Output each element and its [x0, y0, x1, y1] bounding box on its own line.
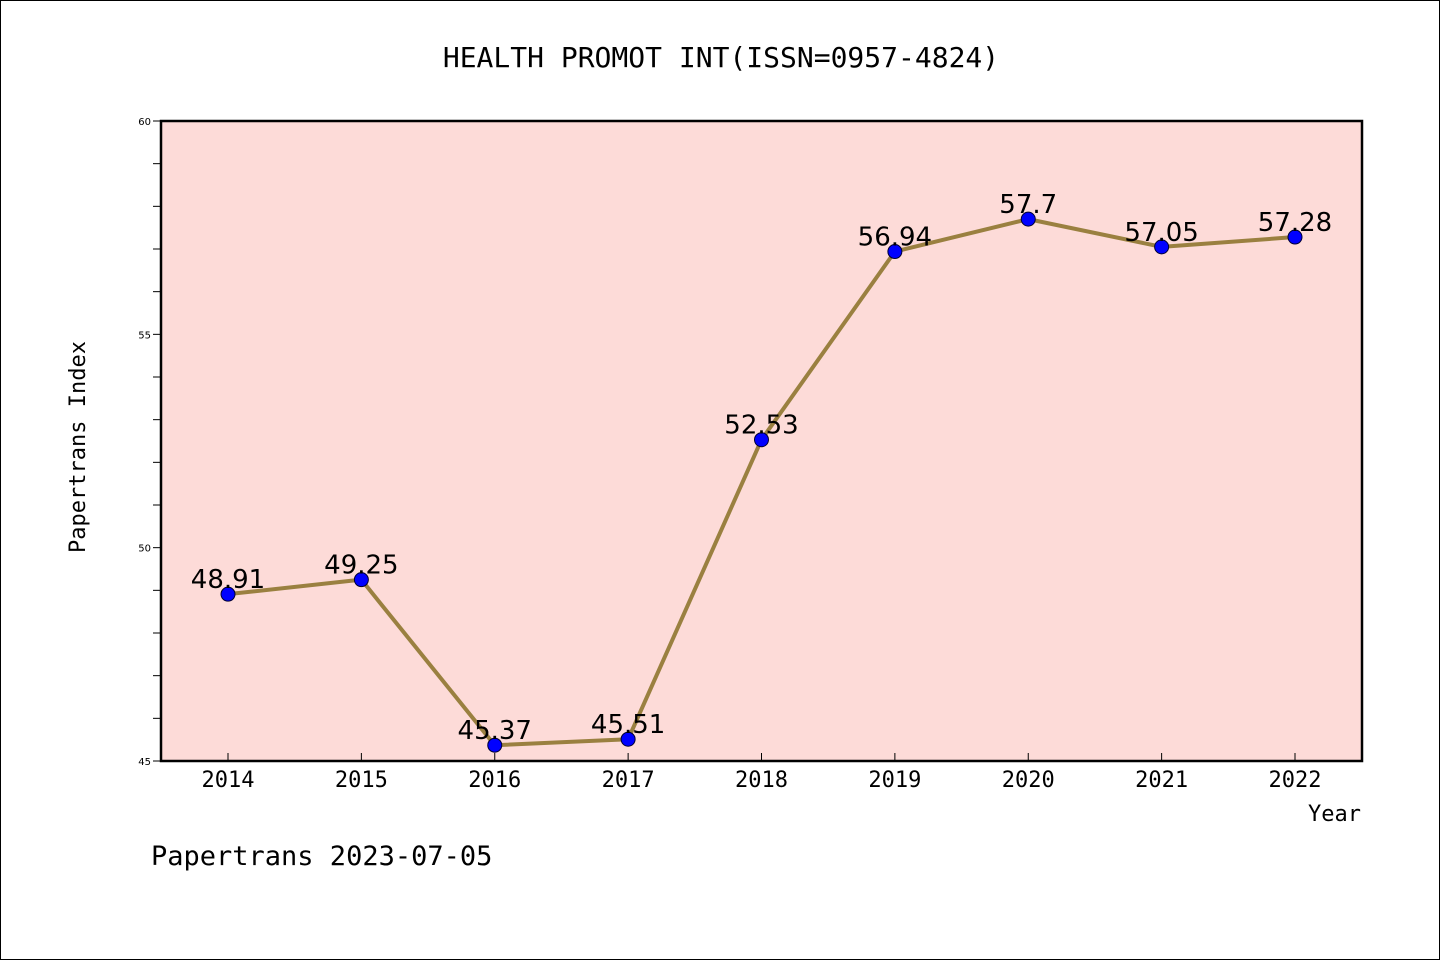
- data-label: 56.94: [858, 223, 932, 253]
- data-label: 57.7: [999, 190, 1057, 220]
- y-axis-ticks: 45 50 55 60: [138, 117, 160, 768]
- x-tick-label: 2015: [335, 768, 388, 793]
- plot-frame: [159, 119, 1364, 763]
- data-point-marker: [353, 572, 369, 588]
- x-tick-label: 2018: [735, 768, 788, 793]
- series-markers: [220, 211, 1303, 753]
- x-axis-ticks: 2014 2015 2016 2017 2018 2019 2020 2021 2022: [202, 753, 1322, 793]
- x-axis-label: Year: [1308, 802, 1361, 827]
- data-labels: 48.91 49.25 45.37 45.51 52.53 56.94 57.7 57.05 5…: [191, 190, 1332, 746]
- y-axis-label: Papertrans Index: [66, 341, 91, 553]
- x-tick-label: 2020: [1002, 768, 1055, 793]
- y-tick-label: 55: [138, 330, 151, 341]
- y-tick-label: 45: [138, 757, 151, 768]
- data-label: 45.37: [458, 716, 532, 746]
- chart-title: HEALTH PROMOT INT(ISSN=0957-4824): [443, 41, 999, 74]
- data-point-marker: [1287, 229, 1303, 245]
- data-point-marker: [487, 737, 503, 753]
- x-tick-label: 2016: [468, 768, 521, 793]
- data-label: 48.91: [191, 565, 265, 595]
- data-point-marker: [754, 432, 769, 448]
- y-tick-label: 50: [138, 544, 151, 555]
- data-label: 45.51: [591, 710, 665, 740]
- data-point-marker: [887, 244, 903, 260]
- data-point-marker: [1154, 239, 1170, 255]
- data-point-marker: [620, 731, 636, 747]
- data-point-marker: [1020, 211, 1036, 227]
- footer-text: Papertrans 2023-07-05: [151, 841, 492, 872]
- x-tick-label: 2022: [1269, 768, 1322, 793]
- data-label: 52.53: [724, 411, 798, 441]
- x-tick-label: 2021: [1135, 768, 1188, 793]
- data-label: 57.05: [1124, 218, 1198, 248]
- x-tick-label: 2019: [868, 768, 921, 793]
- y-tick-label: 60: [138, 117, 151, 128]
- data-label: 57.28: [1258, 208, 1332, 238]
- data-point-marker: [220, 586, 236, 602]
- data-label: 49.25: [324, 551, 398, 581]
- x-tick-label: 2017: [602, 768, 655, 793]
- x-tick-label: 2014: [202, 768, 255, 793]
